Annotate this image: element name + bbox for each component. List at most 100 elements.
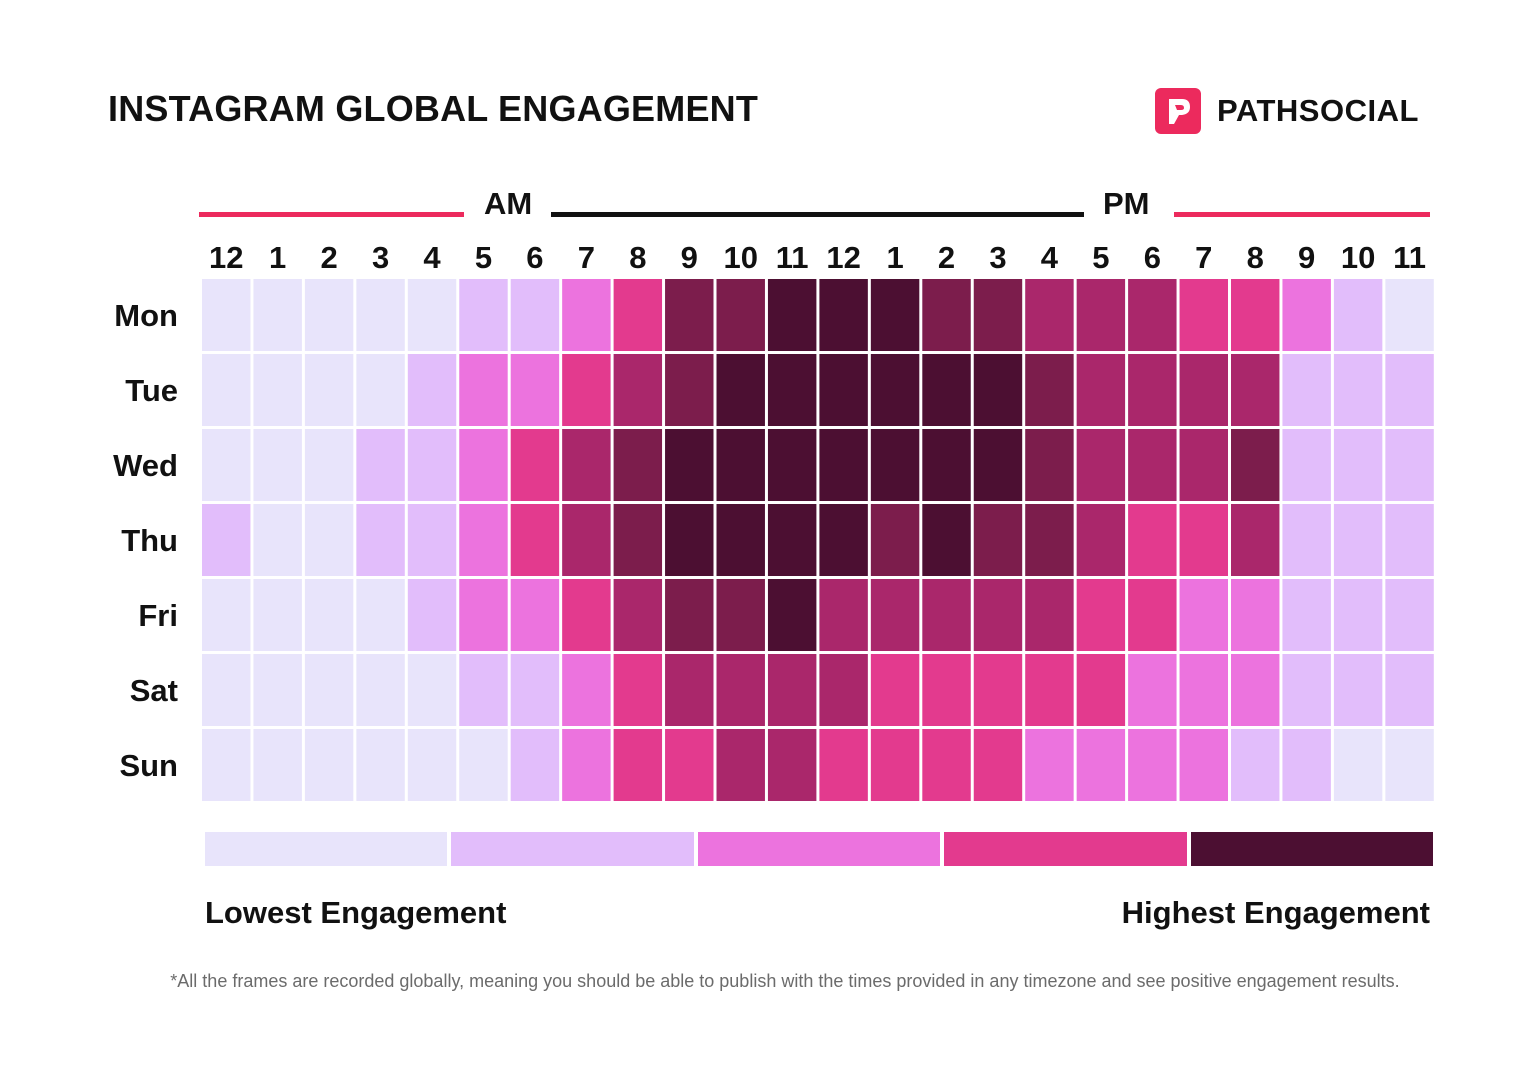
- heatmap-cell: [407, 504, 457, 576]
- heatmap-cell: [819, 279, 868, 351]
- heatmap-cell: [922, 354, 971, 426]
- heatmap-cell: [613, 729, 663, 801]
- heatmap-cell: [459, 729, 508, 801]
- heatmap-cell: [870, 729, 920, 801]
- hour-tick-label: 3: [989, 240, 1006, 275]
- heatmap-cell: [870, 354, 920, 426]
- heatmap-cell: [304, 729, 354, 801]
- heatmap-cell: [510, 654, 560, 726]
- hour-tick-label: 3: [372, 240, 389, 275]
- hour-tick-label: 4: [423, 240, 441, 275]
- hour-tick-label: 12: [209, 240, 243, 275]
- legend-high-label: Highest Engagement: [1121, 895, 1430, 930]
- heatmap-cell: [510, 729, 560, 801]
- heatmap-cell: [1385, 429, 1434, 501]
- heatmap-cell: [1231, 729, 1280, 801]
- heatmap-cell: [1333, 429, 1383, 501]
- heatmap-cell: [202, 504, 251, 576]
- heatmap-cell: [202, 654, 251, 726]
- legend-scale: [205, 832, 1434, 866]
- heatmap-cell: [922, 279, 971, 351]
- heatmap-cell: [356, 279, 405, 351]
- heatmap-cell: [407, 579, 457, 651]
- heatmap-cell: [1128, 429, 1177, 501]
- heatmap-cell: [304, 504, 354, 576]
- heatmap-cell: [819, 504, 868, 576]
- heatmap-cell: [613, 654, 663, 726]
- heatmap-cell: [1231, 579, 1280, 651]
- hour-tick-label: 10: [1341, 240, 1375, 275]
- heatmap-cell: [510, 279, 560, 351]
- legend-swatch: [697, 832, 941, 866]
- heatmap-cell: [1025, 429, 1074, 501]
- heatmap-cell: [1128, 654, 1177, 726]
- heatmap-cell: [1179, 429, 1228, 501]
- hour-tick-label: 4: [1041, 240, 1059, 275]
- heatmap-cell: [407, 279, 457, 351]
- heatmap-cell: [510, 354, 560, 426]
- heatmap-cell: [510, 504, 560, 576]
- heatmap-cell: [459, 579, 508, 651]
- hour-tick-label: 5: [1092, 240, 1109, 275]
- heatmap-cell: [459, 654, 508, 726]
- heatmap-cell: [356, 354, 405, 426]
- heatmap-cell: [1128, 279, 1177, 351]
- heatmap-cell: [870, 654, 920, 726]
- heatmap-cell: [202, 579, 251, 651]
- heatmap-cell: [819, 579, 868, 651]
- heatmap-cell: [922, 654, 971, 726]
- heatmap-cell: [1025, 354, 1074, 426]
- hour-tick-label: 11: [776, 240, 809, 275]
- heatmap-cell: [510, 579, 560, 651]
- brand-name: PATHSOCIAL: [1217, 93, 1419, 128]
- hour-tick-label: 6: [526, 240, 543, 275]
- heatmap-cell: [1025, 654, 1074, 726]
- chart-title: INSTAGRAM GLOBAL ENGAGEMENT: [108, 88, 759, 129]
- heatmap-cell: [767, 354, 817, 426]
- heatmap-cell: [202, 354, 251, 426]
- heatmap-cell: [767, 654, 817, 726]
- heatmap-cell: [562, 504, 611, 576]
- heatmap-cell: [510, 429, 560, 501]
- heatmap-cell: [973, 729, 1023, 801]
- heatmap-cell: [716, 354, 765, 426]
- heatmap-cell: [1076, 654, 1126, 726]
- hour-tick-label: 9: [1298, 240, 1315, 275]
- heatmap-cell: [1076, 279, 1126, 351]
- heatmap-cell: [1385, 654, 1434, 726]
- heatmap-cell: [613, 279, 663, 351]
- heatmap-cell: [562, 429, 611, 501]
- heatmap-cell: [922, 729, 971, 801]
- day-label: Tue: [125, 373, 178, 408]
- heatmap-cell: [767, 729, 817, 801]
- am-label: AM: [484, 186, 533, 221]
- heatmap-cell: [1333, 354, 1383, 426]
- heatmap-cell: [1231, 279, 1280, 351]
- heatmap-cell: [1128, 579, 1177, 651]
- heatmap-cell: [1025, 279, 1074, 351]
- pathsocial-logo-icon: [1155, 88, 1201, 134]
- heatmap-cell: [716, 654, 765, 726]
- heatmap-cell: [304, 279, 354, 351]
- heatmap-cell: [922, 579, 971, 651]
- heatmap-cell: [356, 429, 405, 501]
- heatmap-cell: [562, 654, 611, 726]
- heatmap-cell: [1231, 654, 1280, 726]
- heatmap-cell: [1231, 354, 1280, 426]
- heatmap-cell: [1076, 354, 1126, 426]
- heatmap-cell: [562, 279, 611, 351]
- heatmap-cell: [1385, 279, 1434, 351]
- heatmap-cell: [1385, 729, 1434, 801]
- heatmap-cell: [459, 504, 508, 576]
- heatmap-cell: [1282, 729, 1331, 801]
- legend-swatch: [205, 832, 448, 866]
- heatmap-cell: [1076, 429, 1126, 501]
- heatmap-cell: [767, 429, 817, 501]
- heatmap-cell: [1282, 279, 1331, 351]
- day-label: Fri: [138, 598, 178, 633]
- heatmap-cell: [1385, 504, 1434, 576]
- heatmap-cell: [819, 429, 868, 501]
- hour-tick-label: 1: [886, 240, 903, 275]
- heatmap-cell: [767, 279, 817, 351]
- heatmap-cell: [356, 504, 405, 576]
